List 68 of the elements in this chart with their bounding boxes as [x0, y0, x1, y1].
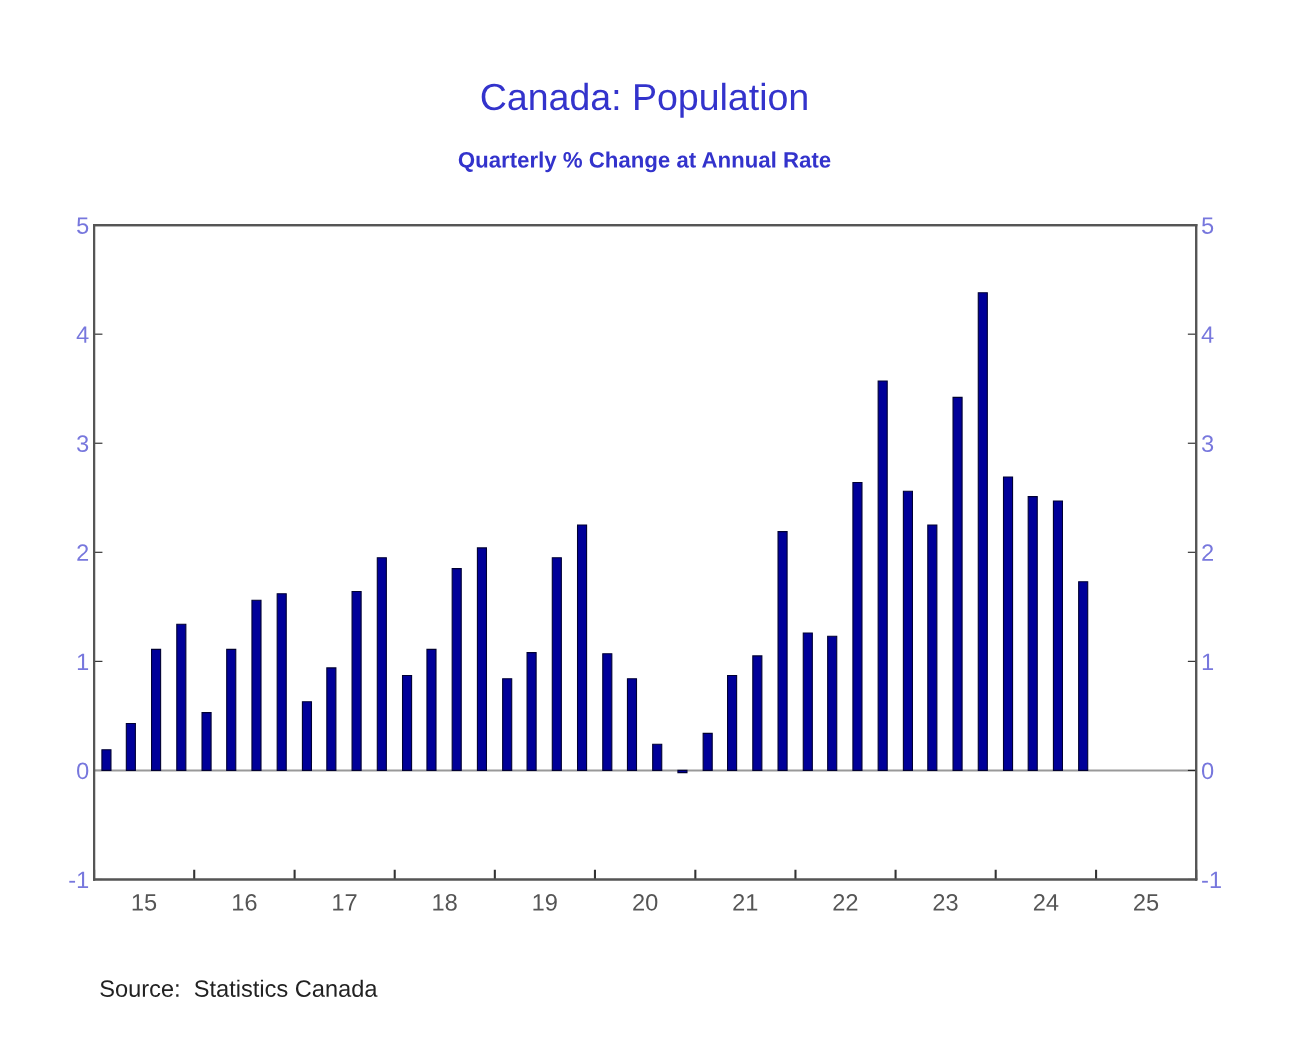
bar — [376, 557, 387, 771]
y2-tick-label: 3 — [1201, 435, 1214, 453]
bar — [125, 722, 136, 771]
x-tick-label: 24 — [1033, 893, 1059, 911]
y-tick-label: 5 — [77, 217, 89, 234]
bar — [101, 749, 112, 771]
bar — [401, 674, 413, 771]
y-tick-label: 1 — [77, 653, 89, 670]
bar — [151, 648, 162, 771]
bar — [752, 655, 763, 771]
bar — [927, 524, 938, 771]
bar — [176, 623, 187, 771]
x-tick-label: 18 — [433, 893, 457, 911]
bar — [476, 547, 488, 771]
bar — [226, 648, 237, 771]
bar — [626, 678, 638, 771]
bar — [326, 667, 337, 771]
bar — [576, 524, 588, 771]
bar — [276, 593, 287, 771]
bar — [877, 380, 888, 771]
y2-tick-label: -1 — [1202, 871, 1221, 889]
bar — [852, 481, 863, 771]
bar — [1052, 500, 1064, 771]
bar — [602, 653, 613, 771]
bar — [526, 652, 537, 771]
y-tick-label: 2 — [77, 544, 89, 561]
x-tick-label: 20 — [633, 893, 658, 911]
bar — [777, 531, 788, 771]
x-tick-label: 17 — [333, 894, 357, 911]
bar — [1002, 476, 1014, 771]
y2-tick-label: 4 — [1201, 326, 1214, 343]
bar — [502, 678, 513, 771]
y2-tick-label: 5 — [1202, 217, 1214, 234]
y2-tick-label: 1 — [1202, 653, 1214, 670]
bar — [301, 701, 313, 771]
bar — [902, 490, 913, 771]
y-tick-label: 3 — [77, 435, 89, 453]
chart-subtitle: Quarterly % Change at Annual Rate — [458, 151, 831, 173]
bar — [351, 590, 362, 771]
x-tick-label: 22 — [833, 893, 858, 911]
x-tick-label: 23 — [933, 893, 958, 911]
bar — [201, 712, 212, 771]
bar — [251, 599, 262, 771]
bar — [652, 743, 663, 771]
y2-tick-label: 0 — [1201, 762, 1214, 780]
bar — [451, 568, 462, 771]
bar — [727, 674, 738, 771]
bar — [677, 769, 688, 774]
x-tick-label: 25 — [1134, 893, 1159, 911]
bar — [1078, 581, 1089, 771]
y-tick-label: -1 — [69, 871, 89, 889]
bar — [1027, 496, 1038, 771]
source-note: Source: Statistics Canada — [100, 979, 378, 997]
x-tick-label: 19 — [533, 893, 557, 911]
bar — [426, 648, 437, 771]
y-tick-label: 4 — [76, 326, 89, 343]
x-tick-label: 15 — [132, 894, 157, 911]
bar — [977, 292, 988, 771]
bar — [702, 732, 713, 771]
bar — [952, 396, 963, 771]
bar — [551, 557, 562, 771]
y-tick-label: 0 — [77, 762, 89, 780]
bar — [802, 632, 813, 771]
y2-tick-label: 2 — [1202, 544, 1213, 561]
bar — [827, 635, 838, 771]
x-tick-label: 16 — [233, 893, 257, 911]
x-tick-label: 21 — [733, 893, 758, 911]
chart-title: Canada: Population — [481, 82, 807, 118]
